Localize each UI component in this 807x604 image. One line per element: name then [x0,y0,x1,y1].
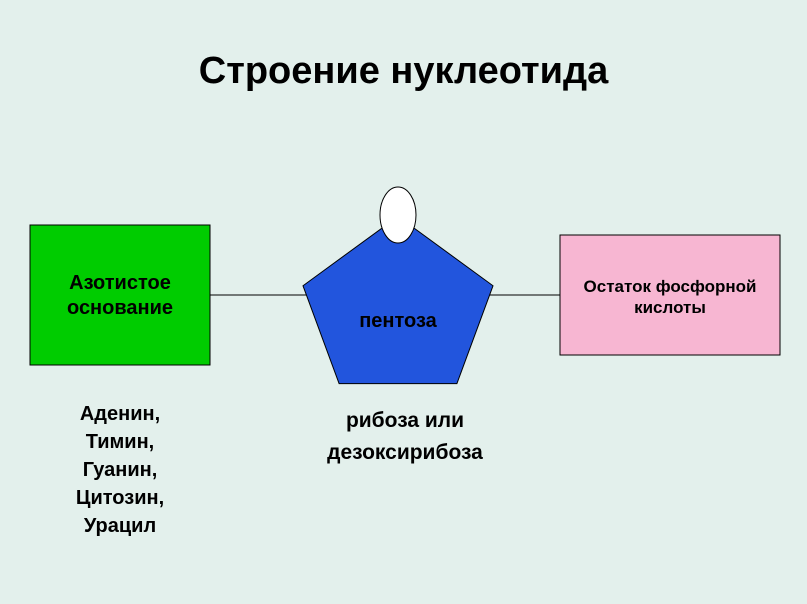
base-label: Азотистое основание [30,271,210,321]
phosphate-label: Остаток фосфорной кислоты [560,276,780,319]
diagram-title: Строение нуклеотида [0,50,807,93]
pentose-label: пентоза [328,310,468,333]
diagram-canvas: Строение нуклеотида Азотистое основание … [0,0,807,604]
pentose-list: рибоза илидезоксирибоза [285,405,525,469]
bases-list: Аденин,Тимин,Гуанин,Цитозин,Урацил [45,400,195,540]
